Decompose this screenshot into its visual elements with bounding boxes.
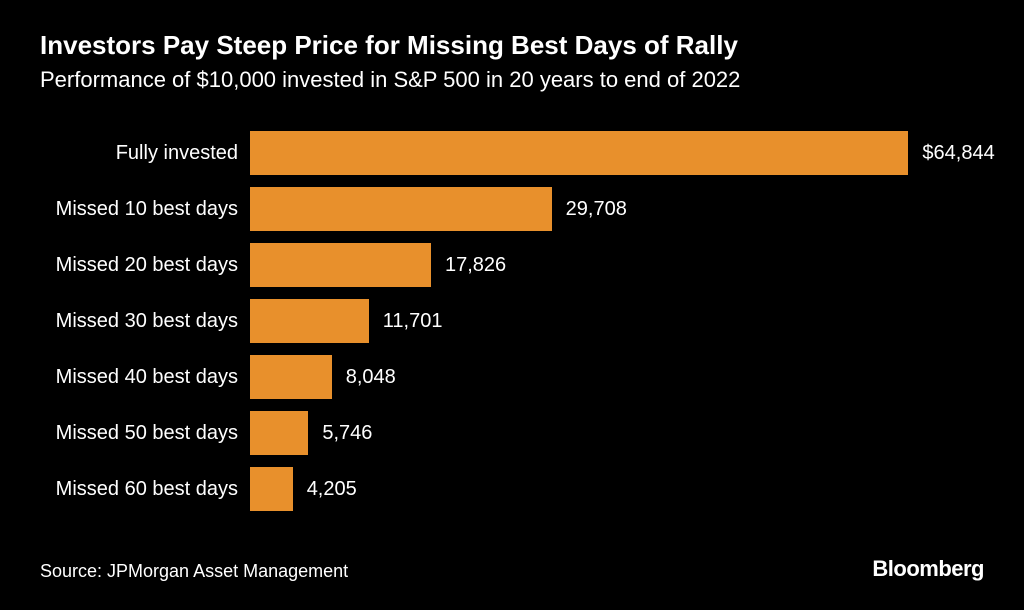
value-label: 5,746 [322, 422, 372, 445]
chart-source: Source: JPMorgan Asset Management [40, 561, 348, 582]
chart-subtitle: Performance of $10,000 invested in S&P 5… [40, 67, 984, 93]
bar [250, 467, 293, 511]
chart-title: Investors Pay Steep Price for Missing Be… [40, 30, 984, 61]
bar-area: 17,826 [250, 243, 984, 287]
bar-area: $64,844 [250, 131, 995, 175]
value-label: 4,205 [307, 478, 357, 501]
chart-row: Missed 20 best days 17,826 [40, 243, 984, 287]
bar-area: 8,048 [250, 355, 984, 399]
value-label: 17,826 [445, 254, 506, 277]
bar-chart: Fully invested$64,844 Missed 10 best days… [40, 131, 984, 511]
chart-row: Missed 40 best days 8,048 [40, 355, 984, 399]
bar [250, 243, 431, 287]
value-label: 11,701 [383, 310, 443, 333]
bar [250, 187, 552, 231]
brand-logo: Bloomberg [872, 556, 984, 582]
category-label: Missed 40 best days [40, 366, 250, 389]
category-label: Missed 50 best days [40, 422, 250, 445]
category-label: Missed 20 best days [40, 254, 250, 277]
bar [250, 355, 332, 399]
category-label: Missed 10 best days [40, 198, 250, 221]
chart-row: Missed 50 best days 5,746 [40, 411, 984, 455]
chart-row: Missed 30 best days 11,701 [40, 299, 984, 343]
chart-row: Missed 60 best days 4,205 [40, 467, 984, 511]
value-label: 8,048 [346, 366, 396, 389]
chart-row: Missed 10 best days 29,708 [40, 187, 984, 231]
bar-area: 29,708 [250, 187, 984, 231]
bar [250, 299, 369, 343]
bar-area: 11,701 [250, 299, 984, 343]
bar-area: 5,746 [250, 411, 984, 455]
bar [250, 131, 908, 175]
category-label: Fully invested [40, 142, 250, 165]
bar [250, 411, 308, 455]
value-label: $64,844 [922, 142, 994, 165]
chart-row: Fully invested$64,844 [40, 131, 984, 175]
value-label: 29,708 [566, 198, 627, 221]
category-label: Missed 30 best days [40, 310, 250, 333]
category-label: Missed 60 best days [40, 478, 250, 501]
bar-area: 4,205 [250, 467, 984, 511]
